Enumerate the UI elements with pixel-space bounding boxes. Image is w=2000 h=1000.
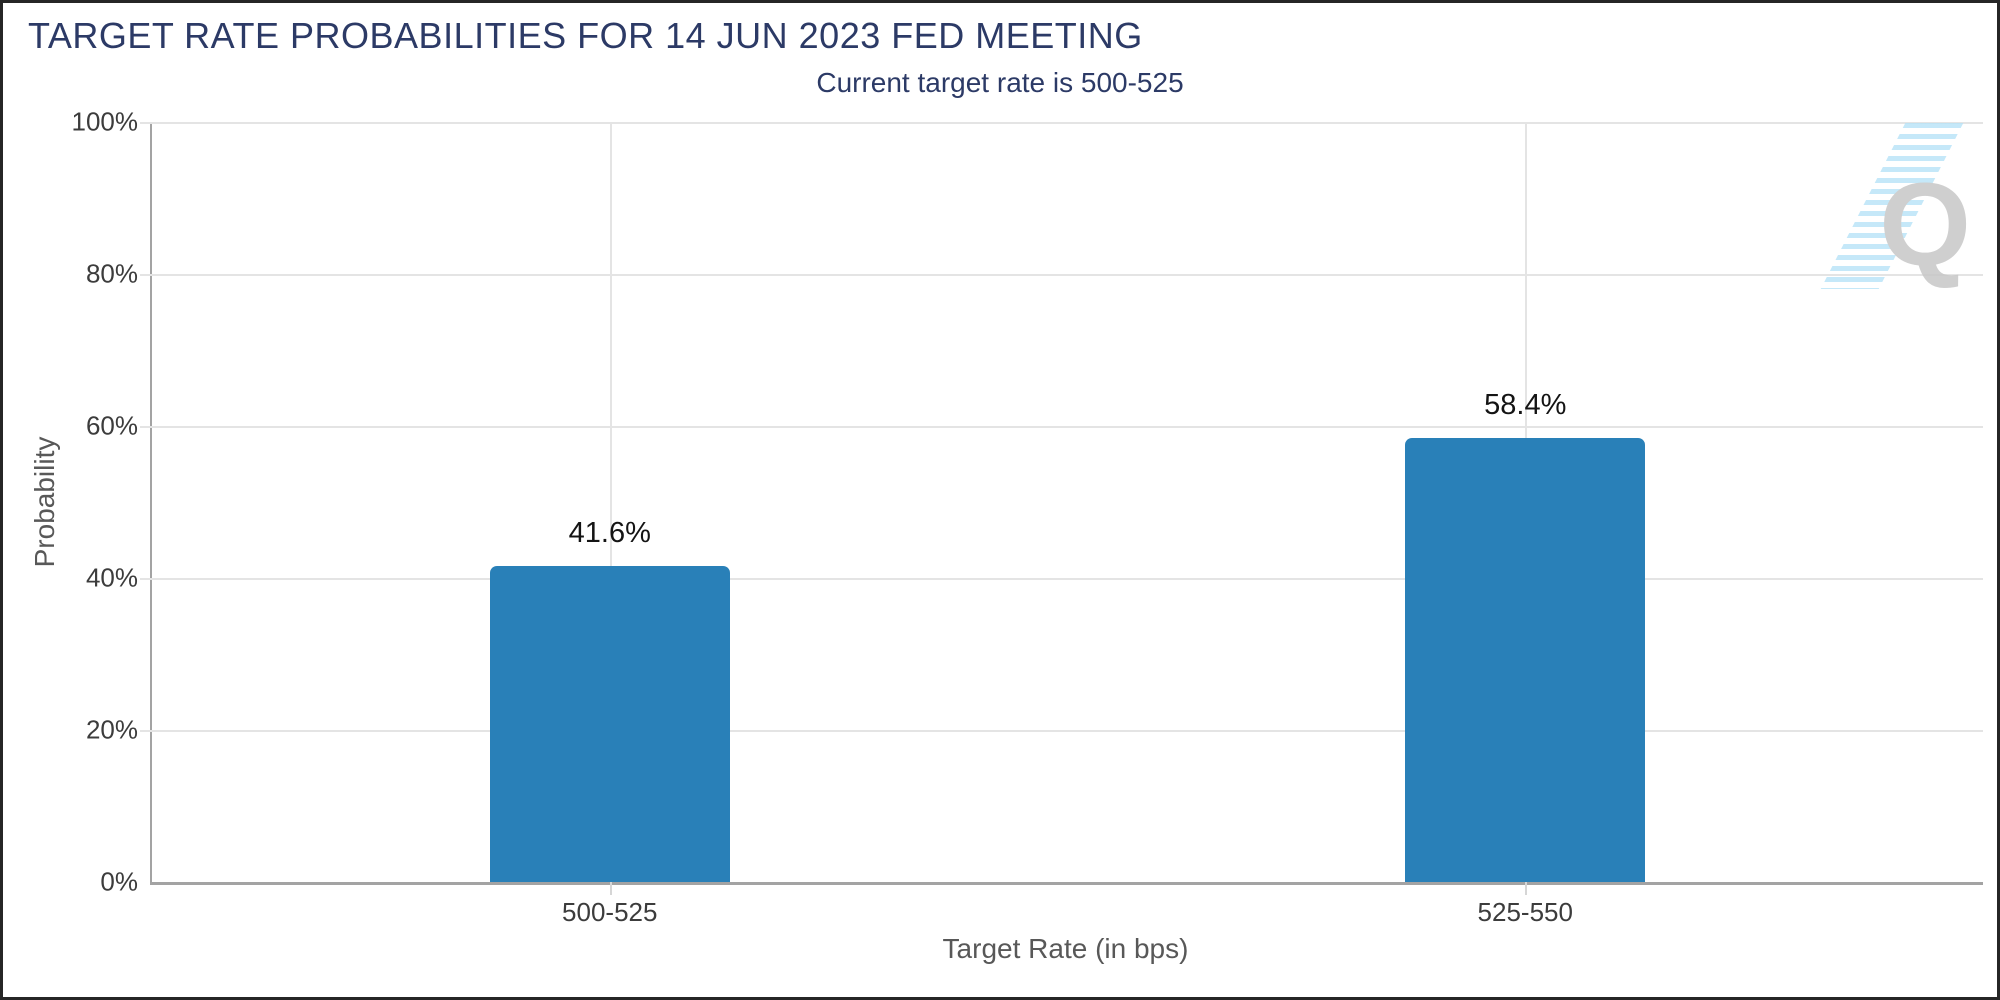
x-tick-label-500-525: 500-525 bbox=[562, 897, 658, 927]
bar-value-label-500-525: 41.6% bbox=[568, 516, 651, 549]
gridline-60% bbox=[140, 426, 1983, 428]
y-tick-label-80%: 80% bbox=[85, 258, 138, 289]
chart-subtitle: Current target rate is 500-525 bbox=[816, 67, 1184, 98]
y-tick-label-20%: 20% bbox=[85, 714, 138, 745]
gridline-20% bbox=[140, 730, 1983, 732]
bar-525-550 bbox=[1405, 438, 1646, 882]
gridline-category-500-525 bbox=[609, 122, 612, 882]
plot-area: 41.6% 500-525 58.4% 525-550 bbox=[140, 122, 1983, 927]
gridline-40% bbox=[140, 578, 1983, 580]
y-tick-label-40%: 40% bbox=[85, 562, 138, 593]
y-tick-label-0%: 0% bbox=[100, 866, 138, 897]
bar-500-525 bbox=[489, 565, 730, 882]
x-tick-label-525-550: 525-550 bbox=[1477, 897, 1573, 927]
x-tick-525-550 bbox=[1525, 882, 1528, 895]
bar-value-label-525-550: 58.4% bbox=[1484, 389, 1567, 422]
y-tick-label-60%: 60% bbox=[85, 410, 138, 441]
y-tick-label-100%: 100% bbox=[71, 106, 139, 137]
y-axis-title: Probability bbox=[29, 436, 60, 568]
chart-title: TARGET RATE PROBABILITIES FOR 14 JUN 202… bbox=[28, 15, 1143, 56]
x-tick-500-525 bbox=[609, 882, 612, 895]
gridline-100% bbox=[140, 122, 1983, 124]
gridline-80% bbox=[140, 274, 1983, 276]
x-axis-title: Target Rate (in bps) bbox=[942, 933, 1189, 964]
